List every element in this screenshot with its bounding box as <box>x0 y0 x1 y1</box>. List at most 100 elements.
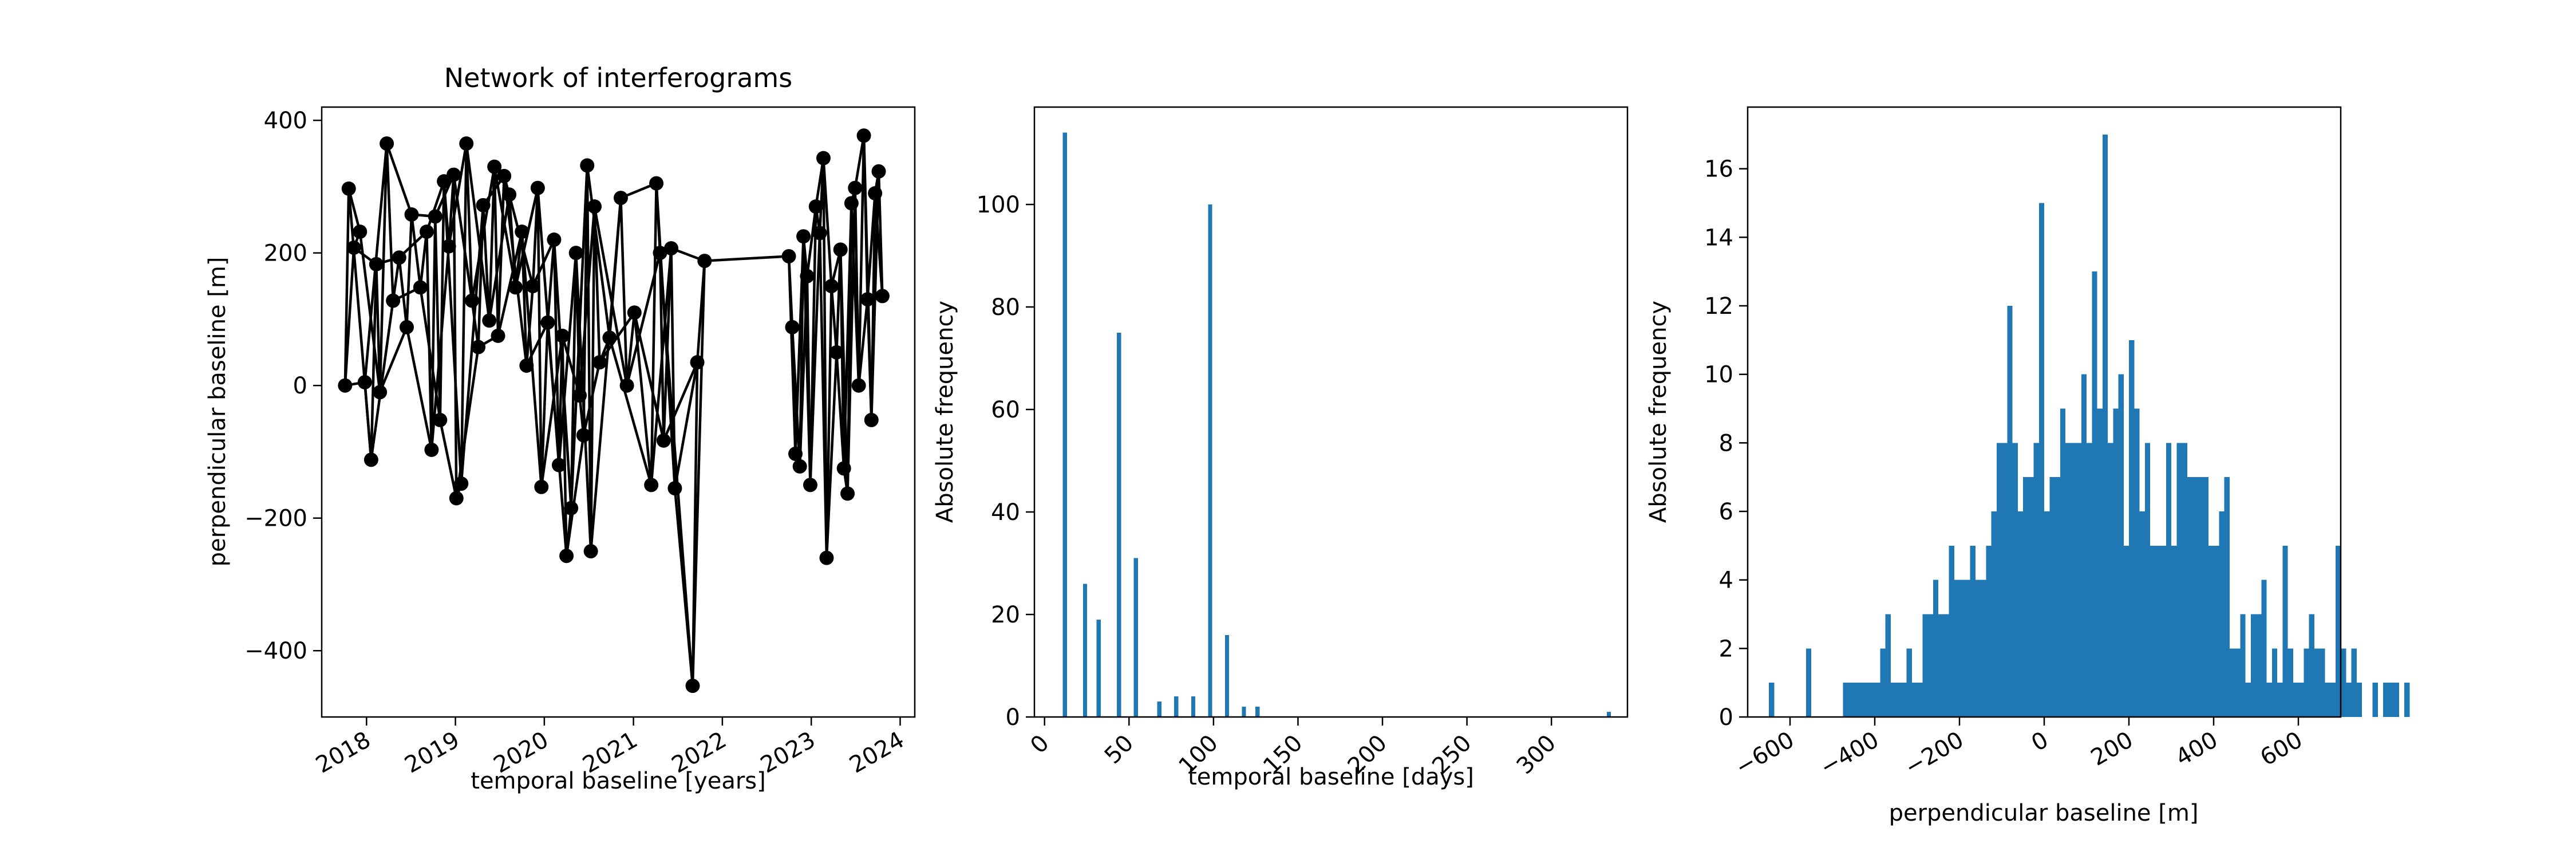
network-node <box>508 280 523 295</box>
network-node <box>824 279 839 294</box>
histogram-bar <box>1943 614 1949 717</box>
histogram-bar <box>2393 683 2399 717</box>
network-edge <box>378 143 388 392</box>
histogram-bar <box>1906 648 1912 717</box>
histogram-bar <box>1859 683 1864 717</box>
histogram-bar <box>1917 683 1923 717</box>
network-node <box>800 269 815 283</box>
network-node <box>433 412 448 427</box>
histogram-bar <box>2097 408 2103 717</box>
network-node <box>564 501 579 515</box>
network-node <box>649 176 664 191</box>
network-node <box>386 293 401 308</box>
histogram-bar <box>2266 683 2272 717</box>
histogram-bar <box>2282 545 2288 717</box>
network-node <box>812 226 827 241</box>
histogram-bar <box>2139 511 2145 717</box>
histogram-bar <box>2219 511 2225 717</box>
network-edge <box>398 257 408 328</box>
histogram-bar <box>1133 558 1138 717</box>
network-node <box>627 305 642 320</box>
histogram-bar <box>1769 683 1775 717</box>
histogram-bar <box>2171 545 2177 717</box>
y-tick-label: 12 <box>1704 293 1733 320</box>
histogram-bar <box>1975 580 1981 717</box>
histogram-bar <box>2166 443 2171 717</box>
network-node <box>519 358 534 373</box>
network-node <box>690 355 705 370</box>
network-node <box>515 224 530 239</box>
histogram-bar <box>2372 683 2378 717</box>
y-tick-label: 100 <box>977 192 1020 218</box>
y-tick-label: 16 <box>1704 156 1733 183</box>
temporal-axes-frame <box>1033 106 1629 718</box>
histogram-bar <box>2192 477 2198 717</box>
network-edge <box>658 253 665 441</box>
network-edge <box>633 312 653 486</box>
network-edge <box>438 181 445 420</box>
network-node <box>526 279 540 294</box>
network-node <box>829 345 844 360</box>
histogram-bar <box>2060 408 2065 717</box>
perpendicular-x-axis-label: perpendicular baseline [m] <box>1889 800 2199 826</box>
network-node <box>369 257 384 271</box>
histogram-bar <box>2033 443 2039 717</box>
histogram-bar <box>2123 545 2129 717</box>
histogram-bar <box>2335 545 2341 717</box>
network-edge <box>442 181 463 484</box>
network-edge <box>460 143 468 484</box>
histogram-bar <box>2134 408 2140 717</box>
network-edge <box>608 198 622 338</box>
histogram-bar <box>1157 702 1162 717</box>
histogram-bar <box>1959 580 1965 717</box>
network-node <box>373 385 388 400</box>
network-node <box>844 196 859 211</box>
histogram-bar <box>2129 340 2135 717</box>
histogram-bar <box>2404 683 2410 717</box>
network-edge <box>586 165 611 338</box>
histogram-bar <box>2049 477 2055 717</box>
histogram-bar <box>1996 443 2002 717</box>
network-edge <box>825 352 838 558</box>
network-node <box>559 549 574 564</box>
histogram-bar <box>1927 614 1933 717</box>
histogram-bar <box>1954 580 1959 717</box>
network-node <box>856 128 871 143</box>
network-node <box>685 679 700 693</box>
y-tick-label: 4 <box>1719 568 1733 594</box>
network-node <box>583 544 598 559</box>
histogram-bar <box>2076 443 2081 717</box>
y-tick-label: −200 <box>244 506 307 532</box>
y-tick-label: 14 <box>1704 224 1733 251</box>
network-edge <box>593 206 629 386</box>
network-edge <box>822 157 833 286</box>
histogram-bar <box>2038 203 2044 717</box>
network-node <box>875 289 890 304</box>
network-edge <box>578 206 596 396</box>
network-node <box>656 433 671 448</box>
network-edge <box>857 135 866 386</box>
histogram-bar <box>2102 134 2108 717</box>
network-axes-frame <box>321 106 916 718</box>
network-edge <box>481 205 491 321</box>
network-edge <box>598 312 636 363</box>
network-node <box>555 328 570 343</box>
network-node <box>788 446 803 461</box>
network-node <box>346 240 361 255</box>
y-tick-label: 400 <box>264 108 307 134</box>
network-node <box>871 164 886 179</box>
histogram-bar <box>1896 683 1902 717</box>
network-node <box>459 136 474 151</box>
network-edge <box>825 286 833 558</box>
network-node <box>454 476 469 491</box>
network-node <box>547 233 562 247</box>
network-edge <box>561 336 568 556</box>
histogram-bar <box>1242 707 1246 717</box>
histogram-bar <box>2240 614 2246 717</box>
network-node <box>399 320 414 334</box>
network-node <box>697 254 712 269</box>
network-edge <box>546 239 556 323</box>
y-tick-label: 2 <box>1719 636 1733 662</box>
network-node <box>428 209 442 224</box>
network-node <box>667 481 682 496</box>
